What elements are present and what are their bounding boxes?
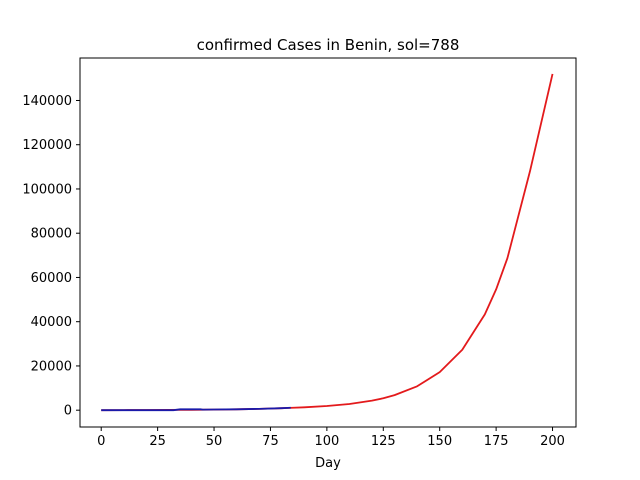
x-tick-label: 100 [314,434,339,449]
y-tick-label: 40000 [31,315,72,330]
plot-area [79,57,577,428]
x-tick-label: 50 [206,434,223,449]
x-axis-ticks: 0 25 50 75 100 125 150 175 200 [97,427,565,449]
plot-frame [79,57,577,428]
x-tick-label: 75 [262,434,279,449]
x-tick-label: 125 [371,434,396,449]
chart-title: confirmed Cases in Benin, sol=788 [197,36,460,54]
x-axis-label: Day [315,456,341,471]
y-axis-ticks: 0 20000 40000 60000 80000 100000 120000 140000 [22,94,80,419]
x-tick-label: 25 [149,434,166,449]
y-tick-label: 100000 [22,182,72,197]
x-tick-label: 0 [97,434,105,449]
x-tick-label: 200 [540,434,565,449]
series-line-1 [101,73,554,412]
x-tick-label: 175 [484,434,509,449]
series-line-2 [101,406,291,412]
y-tick-label: 120000 [22,138,72,153]
y-tick-label: 0 [64,404,72,419]
x-tick-label: 150 [427,434,452,449]
y-tick-label: 20000 [31,359,72,374]
y-tick-label: 60000 [31,271,72,286]
y-tick-label: 140000 [22,94,72,109]
y-tick-label: 80000 [31,227,72,242]
